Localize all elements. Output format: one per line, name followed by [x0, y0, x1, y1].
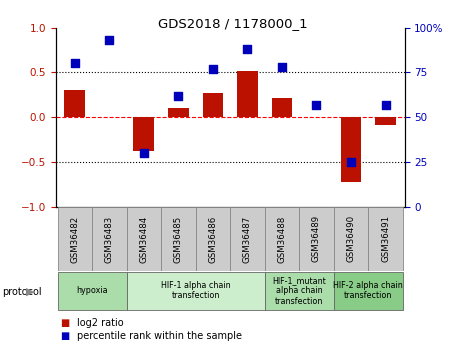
Text: HIF-1_mutant
alpha chain
transfection: HIF-1_mutant alpha chain transfection: [272, 276, 326, 306]
Bar: [265, 272, 334, 310]
Bar: [368, 207, 403, 271]
Bar: [168, 108, 189, 117]
Bar: [334, 207, 368, 271]
Text: GSM36489: GSM36489: [312, 215, 321, 263]
Point: [71, 61, 79, 66]
Bar: [203, 93, 223, 117]
Point: [313, 102, 320, 108]
Bar: [65, 90, 85, 117]
Point: [278, 64, 286, 70]
Bar: [375, 117, 396, 125]
Point: [209, 66, 217, 72]
Text: HIF-1 alpha chain
transfection: HIF-1 alpha chain transfection: [161, 281, 231, 300]
Text: HIF-2 alpha chain
transfection: HIF-2 alpha chain transfection: [333, 281, 403, 300]
Point: [244, 46, 251, 52]
Bar: [237, 71, 258, 117]
Point: [347, 159, 355, 165]
Bar: [126, 207, 161, 271]
Text: ▶: ▶: [27, 287, 35, 296]
Bar: [272, 98, 292, 117]
Text: GSM36484: GSM36484: [140, 215, 148, 263]
Bar: [58, 207, 92, 271]
Bar: [58, 272, 126, 310]
Text: percentile rank within the sample: percentile rank within the sample: [77, 331, 242, 341]
Point: [106, 37, 113, 43]
Text: protocol: protocol: [2, 287, 42, 296]
Text: GSM36486: GSM36486: [208, 215, 218, 263]
Bar: [161, 207, 196, 271]
Text: ■: ■: [60, 331, 70, 341]
Bar: [126, 272, 265, 310]
Bar: [133, 117, 154, 151]
Text: GSM36483: GSM36483: [105, 215, 114, 263]
Bar: [299, 207, 334, 271]
Bar: [334, 272, 403, 310]
Point: [382, 102, 389, 108]
Text: GSM36487: GSM36487: [243, 215, 252, 263]
Text: GSM36485: GSM36485: [174, 215, 183, 263]
Text: GDS2018 / 1178000_1: GDS2018 / 1178000_1: [158, 17, 307, 30]
Text: hypoxia: hypoxia: [76, 286, 108, 295]
Point: [140, 150, 147, 156]
Text: GSM36490: GSM36490: [346, 215, 356, 263]
Bar: [92, 207, 126, 271]
Point: [175, 93, 182, 99]
Text: log2 ratio: log2 ratio: [77, 318, 123, 327]
Bar: [196, 207, 230, 271]
Text: ■: ■: [60, 318, 70, 327]
Text: GSM36482: GSM36482: [70, 215, 80, 263]
Bar: [341, 117, 361, 182]
Text: GSM36491: GSM36491: [381, 215, 390, 263]
Bar: [265, 207, 299, 271]
Bar: [230, 207, 265, 271]
Text: GSM36488: GSM36488: [278, 215, 286, 263]
